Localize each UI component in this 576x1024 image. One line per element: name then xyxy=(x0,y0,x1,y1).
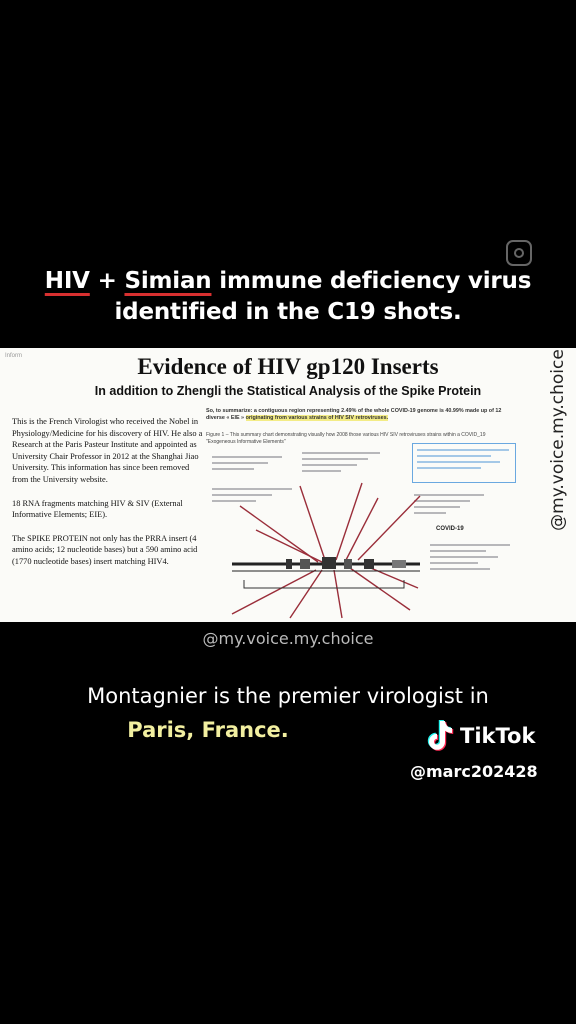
headline-rest: immune deficiency virus xyxy=(211,268,532,294)
tiktok-brand: TikTok xyxy=(460,724,536,748)
slide-paragraph-1: This is the French Virologist who receiv… xyxy=(12,417,203,484)
headline-simian: Simian xyxy=(124,268,212,294)
genome-line xyxy=(232,557,420,572)
summary-text: So, to summarize: a contiguous region re… xyxy=(206,408,502,421)
text-block-5 xyxy=(430,544,510,574)
summary-highlight: originating from various strains of HIV … xyxy=(245,415,389,421)
slide-left-text: This is the French Virologist who receiv… xyxy=(12,416,204,580)
text-block-3 xyxy=(212,488,292,506)
genome-bracket xyxy=(243,580,405,589)
genome-diagram xyxy=(231,482,421,619)
text-block-1 xyxy=(212,456,282,474)
caption-line-1: Montagnier is the premier virologist in xyxy=(87,684,489,708)
figure-caption: Figure 1 – This summary chart demonstrat… xyxy=(206,432,486,445)
highlight-box xyxy=(412,443,516,483)
slide-paragraph-2: 18 RNA fragments matching HIV & SIV (Ext… xyxy=(12,498,183,520)
headline-plus: + xyxy=(89,268,125,294)
text-block-2 xyxy=(302,452,380,476)
evidence-slide: Inform Evidence of HIV gp120 Inserts In … xyxy=(0,348,576,622)
headline-line2: identified in the C19 shots. xyxy=(114,299,462,325)
slide-tag: Inform xyxy=(5,353,23,359)
diagram-label-covid: COVID-19 xyxy=(436,526,464,532)
tiktok-note-icon xyxy=(427,720,454,751)
caption-line-2: Paris, France. xyxy=(127,718,289,742)
slide-title: Evidence of HIV gp120 Inserts xyxy=(137,354,439,379)
text-block-4 xyxy=(414,494,484,518)
side-watermark: @my.voice.my.choice xyxy=(528,270,576,610)
instagram-icon xyxy=(506,240,532,266)
headline-text: HIV + Simian immune deficiency virus ide… xyxy=(0,266,576,328)
diagram-arrows xyxy=(231,482,421,619)
bottom-watermark: @my.voice.my.choice xyxy=(202,629,374,648)
headline-hiv: HIV xyxy=(44,268,90,294)
slide-subtitle: In addition to Zhengli the Statistical A… xyxy=(94,384,482,398)
side-watermark-text: @my.voice.my.choice xyxy=(548,349,568,531)
tiktok-logo: TikTok xyxy=(424,718,535,754)
slide-paragraph-3: The SPIKE PROTEIN not only has the PRRA … xyxy=(12,533,198,566)
slide-summary: So, to summarize: a contiguous region re… xyxy=(206,408,516,422)
tiktok-username: @marc202428 xyxy=(410,762,538,781)
